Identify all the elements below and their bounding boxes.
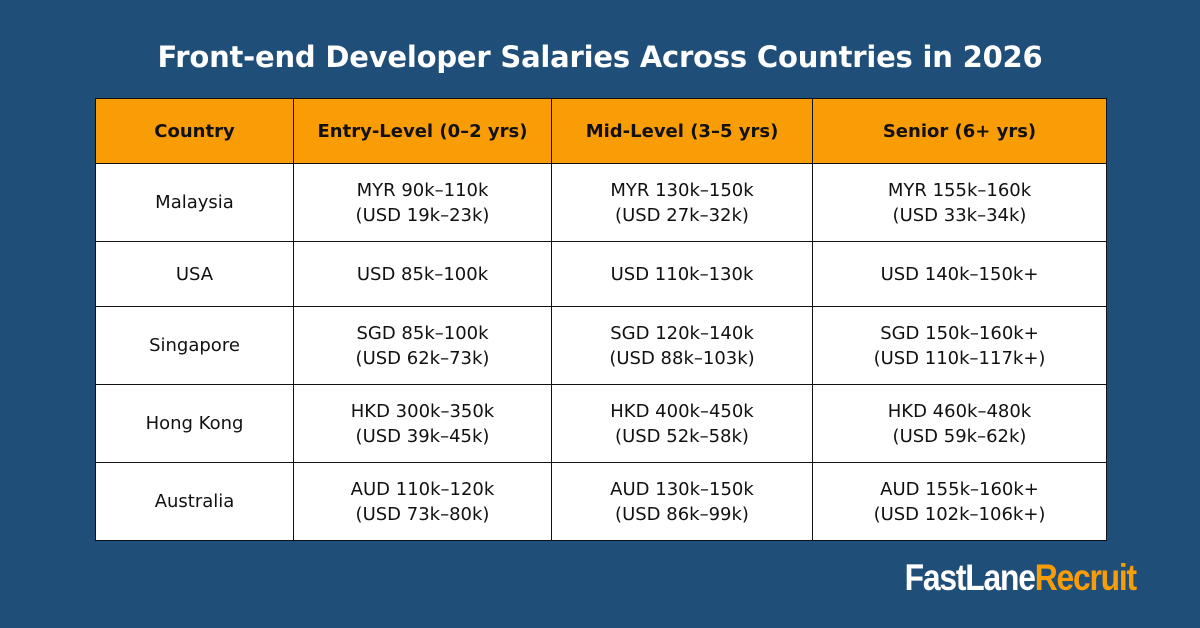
usd-salary: (USD 86k–99k): [615, 503, 749, 525]
usd-salary: (USD 110k–117k+): [873, 347, 1046, 369]
usd-salary: (USD 39k–45k): [355, 425, 490, 447]
country-cell: Singapore: [95, 306, 294, 385]
local-salary: AUD 155k–160k+: [880, 478, 1039, 500]
entry-cell: USD 85k–100k: [293, 241, 552, 307]
table-header-row: Country Entry-Level (0–2 yrs) Mid-Level …: [95, 98, 1107, 164]
header-mid-level: Mid-Level (3–5 yrs): [551, 98, 813, 164]
entry-cell: HKD 300k–350k (USD 39k–45k): [293, 384, 552, 463]
entry-cell: AUD 110k–120k (USD 73k–80k): [293, 462, 552, 541]
local-salary: SGD 85k–100k: [356, 322, 489, 344]
usd-salary: (USD 19k–23k): [355, 204, 490, 226]
local-salary: HKD 400k–450k: [610, 400, 754, 422]
local-salary: HKD 300k–350k: [350, 400, 495, 422]
usd-salary: (USD 88k–103k): [609, 347, 755, 369]
logo-text-fastlane: FastLane: [904, 557, 1036, 598]
senior-cell: AUD 155k–160k+ (USD 102k–106k+): [812, 462, 1107, 541]
local-salary: AUD 130k–150k: [610, 478, 754, 500]
usd-salary: (USD 62k–73k): [355, 347, 490, 369]
country-cell: Australia: [95, 462, 294, 541]
page-title: Front-end Developer Salaries Across Coun…: [157, 40, 1043, 74]
country-cell: Malaysia: [95, 163, 294, 242]
local-salary: SGD 150k–160k+: [880, 322, 1039, 344]
senior-cell: SGD 150k–160k+ (USD 110k–117k+): [812, 306, 1107, 385]
local-salary: SGD 120k–140k: [610, 322, 754, 344]
usd-salary: (USD 52k–58k): [615, 425, 749, 447]
table-row: Australia AUD 110k–120k (USD 73k–80k) AUD…: [95, 462, 1107, 541]
local-salary: MYR 130k–150k: [610, 179, 754, 201]
header-entry-level: Entry-Level (0–2 yrs): [293, 98, 552, 164]
logo-text-recruit: Recruit: [1034, 557, 1137, 598]
usd-salary: USD 140k–150k+: [880, 263, 1039, 285]
table-row: Malaysia MYR 90k–110k (USD 19k–23k) MYR 1…: [95, 163, 1107, 242]
table-row: Hong Kong HKD 300k–350k (USD 39k–45k) HKD…: [95, 384, 1107, 463]
usd-salary: (USD 102k–106k+): [873, 503, 1046, 525]
usd-salary: (USD 27k–32k): [615, 204, 749, 226]
senior-cell: MYR 155k–160k (USD 33k–34k): [812, 163, 1107, 242]
country-cell: Hong Kong: [95, 384, 294, 463]
usd-salary: (USD 73k–80k): [355, 503, 490, 525]
usd-salary: (USD 59k–62k): [892, 425, 1027, 447]
local-salary: MYR 90k–110k: [356, 179, 489, 201]
usd-salary: USD 85k–100k: [356, 263, 489, 285]
entry-cell: MYR 90k–110k (USD 19k–23k): [293, 163, 552, 242]
local-salary: MYR 155k–160k: [887, 179, 1032, 201]
usd-salary: USD 110k–130k: [610, 263, 754, 285]
header-senior: Senior (6+ yrs): [812, 98, 1107, 164]
header-country: Country: [95, 98, 294, 164]
mid-cell: AUD 130k–150k (USD 86k–99k): [551, 462, 813, 541]
table-row: Singapore SGD 85k–100k (USD 62k–73k) SGD …: [95, 306, 1107, 385]
local-salary: AUD 110k–120k: [350, 478, 495, 500]
table-row: USA USD 85k–100k USD 110k–130k USD 140k–…: [95, 241, 1107, 307]
senior-cell: HKD 460k–480k (USD 59k–62k): [812, 384, 1107, 463]
local-salary: HKD 460k–480k: [887, 400, 1032, 422]
mid-cell: USD 110k–130k: [551, 241, 813, 307]
salary-table: Country Entry-Level (0–2 yrs) Mid-Level …: [95, 98, 1107, 541]
mid-cell: MYR 130k–150k (USD 27k–32k): [551, 163, 813, 242]
senior-cell: USD 140k–150k+: [812, 241, 1107, 307]
entry-cell: SGD 85k–100k (USD 62k–73k): [293, 306, 552, 385]
usd-salary: (USD 33k–34k): [892, 204, 1027, 226]
mid-cell: SGD 120k–140k (USD 88k–103k): [551, 306, 813, 385]
country-cell: USA: [95, 241, 294, 307]
mid-cell: HKD 400k–450k (USD 52k–58k): [551, 384, 813, 463]
fastlanerecruit-logo: FastLaneRecruit: [904, 557, 1137, 599]
